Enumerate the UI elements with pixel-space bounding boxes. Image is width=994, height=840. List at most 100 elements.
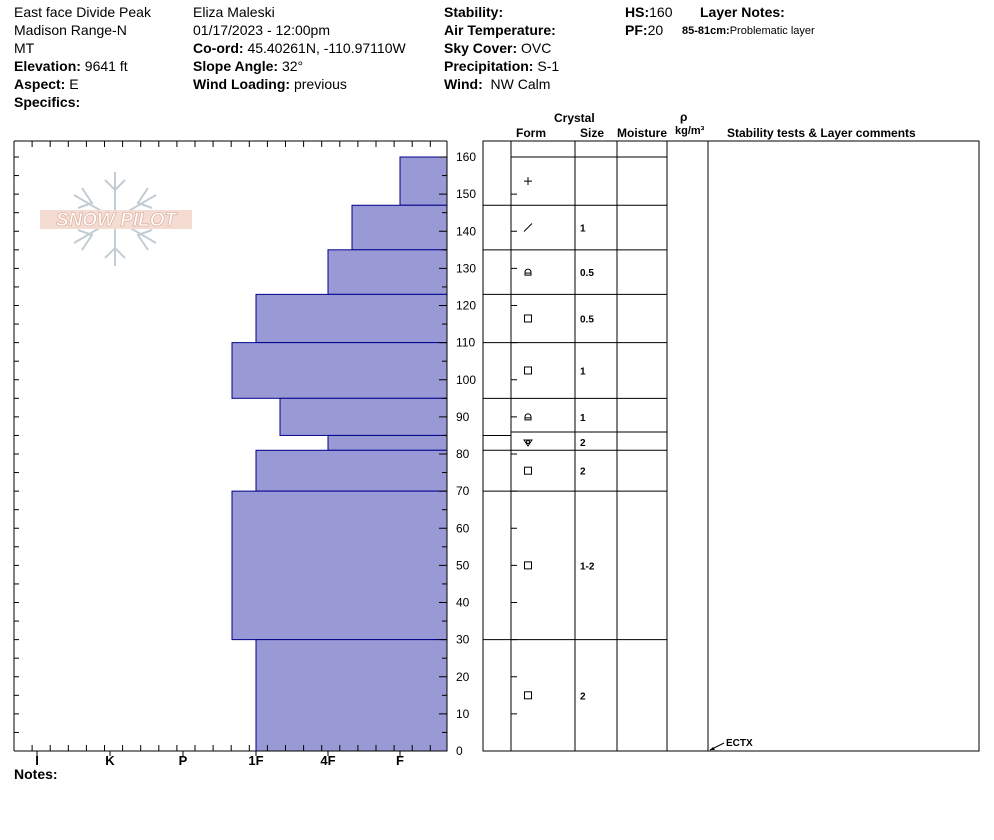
coord-label: Co-ord: bbox=[193, 40, 244, 56]
specifics-label: Specifics: bbox=[14, 94, 81, 110]
coord-row: Co-ord: 45.40261N, -110.97110W bbox=[193, 39, 406, 57]
precip-label: Precipitation: bbox=[444, 58, 534, 74]
depth-tick-label: 160 bbox=[456, 150, 476, 164]
grain-form-icon bbox=[524, 366, 532, 375]
wind-row: Wind: NW Calm bbox=[444, 75, 550, 93]
aspect-row: Aspect: E bbox=[14, 75, 79, 93]
wind-loading-value: previous bbox=[293, 76, 347, 92]
depth-tick-label: 110 bbox=[456, 336, 475, 350]
depth-tick-label: 30 bbox=[456, 633, 470, 647]
sky-value: OVC bbox=[521, 40, 552, 56]
depth-tick-label: 60 bbox=[456, 521, 470, 535]
layer-note-range: 85-81cm: bbox=[682, 25, 730, 37]
depth-tick-label: 150 bbox=[456, 187, 476, 201]
coord-value: 45.40261N, -110.97110W bbox=[247, 40, 406, 56]
grain-form-icon bbox=[524, 466, 532, 475]
rho-header: ρ bbox=[680, 110, 688, 124]
depth-axis: 0 10 20 30 40 50 60 70 80 90 100 110 120 130 140 150 160 bbox=[439, 150, 476, 758]
size-header: Size bbox=[580, 126, 605, 140]
hardness-bar bbox=[255, 639, 448, 752]
grain-form-icon bbox=[524, 413, 532, 421]
grain-form-icon bbox=[524, 177, 532, 186]
depth-tick-label: 100 bbox=[456, 373, 476, 387]
grain-size-label: 1 bbox=[580, 366, 586, 377]
wind-loading-label: Wind Loading: bbox=[193, 76, 291, 92]
hardness-frame bbox=[13, 140, 448, 752]
depth-tick-label: 10 bbox=[456, 707, 470, 721]
layer-note: 85-81cm:Problematic layer bbox=[682, 22, 815, 40]
hs-row: HS:160 bbox=[625, 3, 672, 21]
pf-value: 20 bbox=[647, 22, 664, 38]
hardness-bar bbox=[327, 434, 448, 451]
depth-tick-label: 0 bbox=[456, 744, 463, 758]
depth-tick-label: 140 bbox=[456, 224, 476, 238]
hardness-tick-label: 4F bbox=[320, 753, 335, 768]
pf-row: PF:20 bbox=[625, 21, 663, 39]
grain-size-label: 0.5 bbox=[580, 314, 594, 325]
hardness-bar bbox=[231, 490, 448, 641]
stability-tests: ECTX bbox=[709, 738, 753, 751]
hardness-layers bbox=[231, 156, 448, 752]
depth-tick-label: 130 bbox=[456, 261, 476, 275]
depth-tick-label: 40 bbox=[456, 596, 470, 610]
grain-form-icon bbox=[523, 223, 533, 232]
grain-form-icon bbox=[524, 314, 532, 323]
layer-note-text: Problematic layer bbox=[729, 25, 815, 37]
grain-form-icon bbox=[524, 561, 532, 570]
grain-size-label: 2 bbox=[580, 438, 586, 449]
stability-comments-header: Stability tests & Layer comments bbox=[727, 126, 916, 140]
air-temp-row: Air Temperature: bbox=[444, 21, 556, 39]
aspect-label: Aspect: bbox=[14, 76, 66, 92]
grain-size-label: 1 bbox=[580, 224, 586, 235]
stability-test-arrow bbox=[710, 747, 715, 750]
aspect-value: E bbox=[69, 76, 79, 92]
hs-value: 160 bbox=[649, 4, 673, 20]
table-frame bbox=[482, 140, 980, 752]
hardness-bar bbox=[231, 342, 448, 399]
form-header: Form bbox=[516, 126, 546, 140]
hs-label: HS: bbox=[625, 4, 650, 20]
logo-text: SNOW PILOT bbox=[56, 210, 178, 231]
grain-size-label: 1-2 bbox=[580, 561, 595, 572]
depth-tick-label: 70 bbox=[456, 484, 470, 498]
depth-tick-label: 80 bbox=[456, 447, 470, 461]
hardness-tick-label: K bbox=[105, 753, 115, 768]
wind-value: NW Calm bbox=[490, 76, 551, 92]
hardness-axis: I K P 1F 4F F bbox=[35, 751, 404, 768]
depth-tick-label: 120 bbox=[456, 299, 476, 313]
grain-size-label: 2 bbox=[580, 467, 586, 478]
grain-form-icon bbox=[524, 691, 532, 700]
air-temp-label: Air Temperature: bbox=[444, 22, 556, 38]
layer-table: 1 0.5 0.5 1 1 2 2 1-2 2 bbox=[482, 140, 980, 752]
snowpilot-logo: SNOW PILOT bbox=[40, 172, 192, 266]
hardness-bar bbox=[351, 204, 448, 251]
wind-label: Wind: bbox=[444, 76, 483, 92]
grain-form-icon bbox=[524, 268, 532, 276]
hardness-tick-label: P bbox=[179, 753, 188, 768]
moisture-header: Moisture bbox=[617, 126, 668, 140]
elevation-value: 9641 ft bbox=[84, 58, 128, 74]
slope-row: Slope Angle: 32° bbox=[193, 57, 303, 75]
hardness-bar bbox=[255, 293, 448, 344]
slope-label: Slope Angle: bbox=[193, 58, 279, 74]
hardness-bar bbox=[327, 249, 448, 295]
hardness-tick-label: 1F bbox=[248, 753, 263, 768]
elevation-row: Elevation: 9641 ft bbox=[14, 57, 128, 75]
hardness-tick-label: F bbox=[396, 753, 404, 768]
observer-name: Eliza Maleski bbox=[193, 4, 275, 20]
slope-value: 32° bbox=[281, 58, 304, 74]
elevation-label: Elevation: bbox=[14, 58, 81, 74]
layer-notes-label: Layer Notes: bbox=[700, 4, 785, 20]
hardness-tick-label: I bbox=[35, 753, 39, 768]
precip-value: S-1 bbox=[537, 58, 560, 74]
grain-size-label: 1 bbox=[580, 413, 586, 424]
site-location: East face Divide Peak bbox=[14, 4, 151, 20]
stability-label: Stability: bbox=[444, 4, 504, 20]
density-unit-header: kg/m³ bbox=[675, 125, 705, 137]
crystal-header: Crystal bbox=[554, 111, 595, 125]
pf-label: PF: bbox=[625, 22, 648, 38]
hardness-bar bbox=[399, 156, 448, 206]
depth-tick-label: 50 bbox=[456, 558, 470, 572]
logo-band bbox=[40, 210, 192, 229]
